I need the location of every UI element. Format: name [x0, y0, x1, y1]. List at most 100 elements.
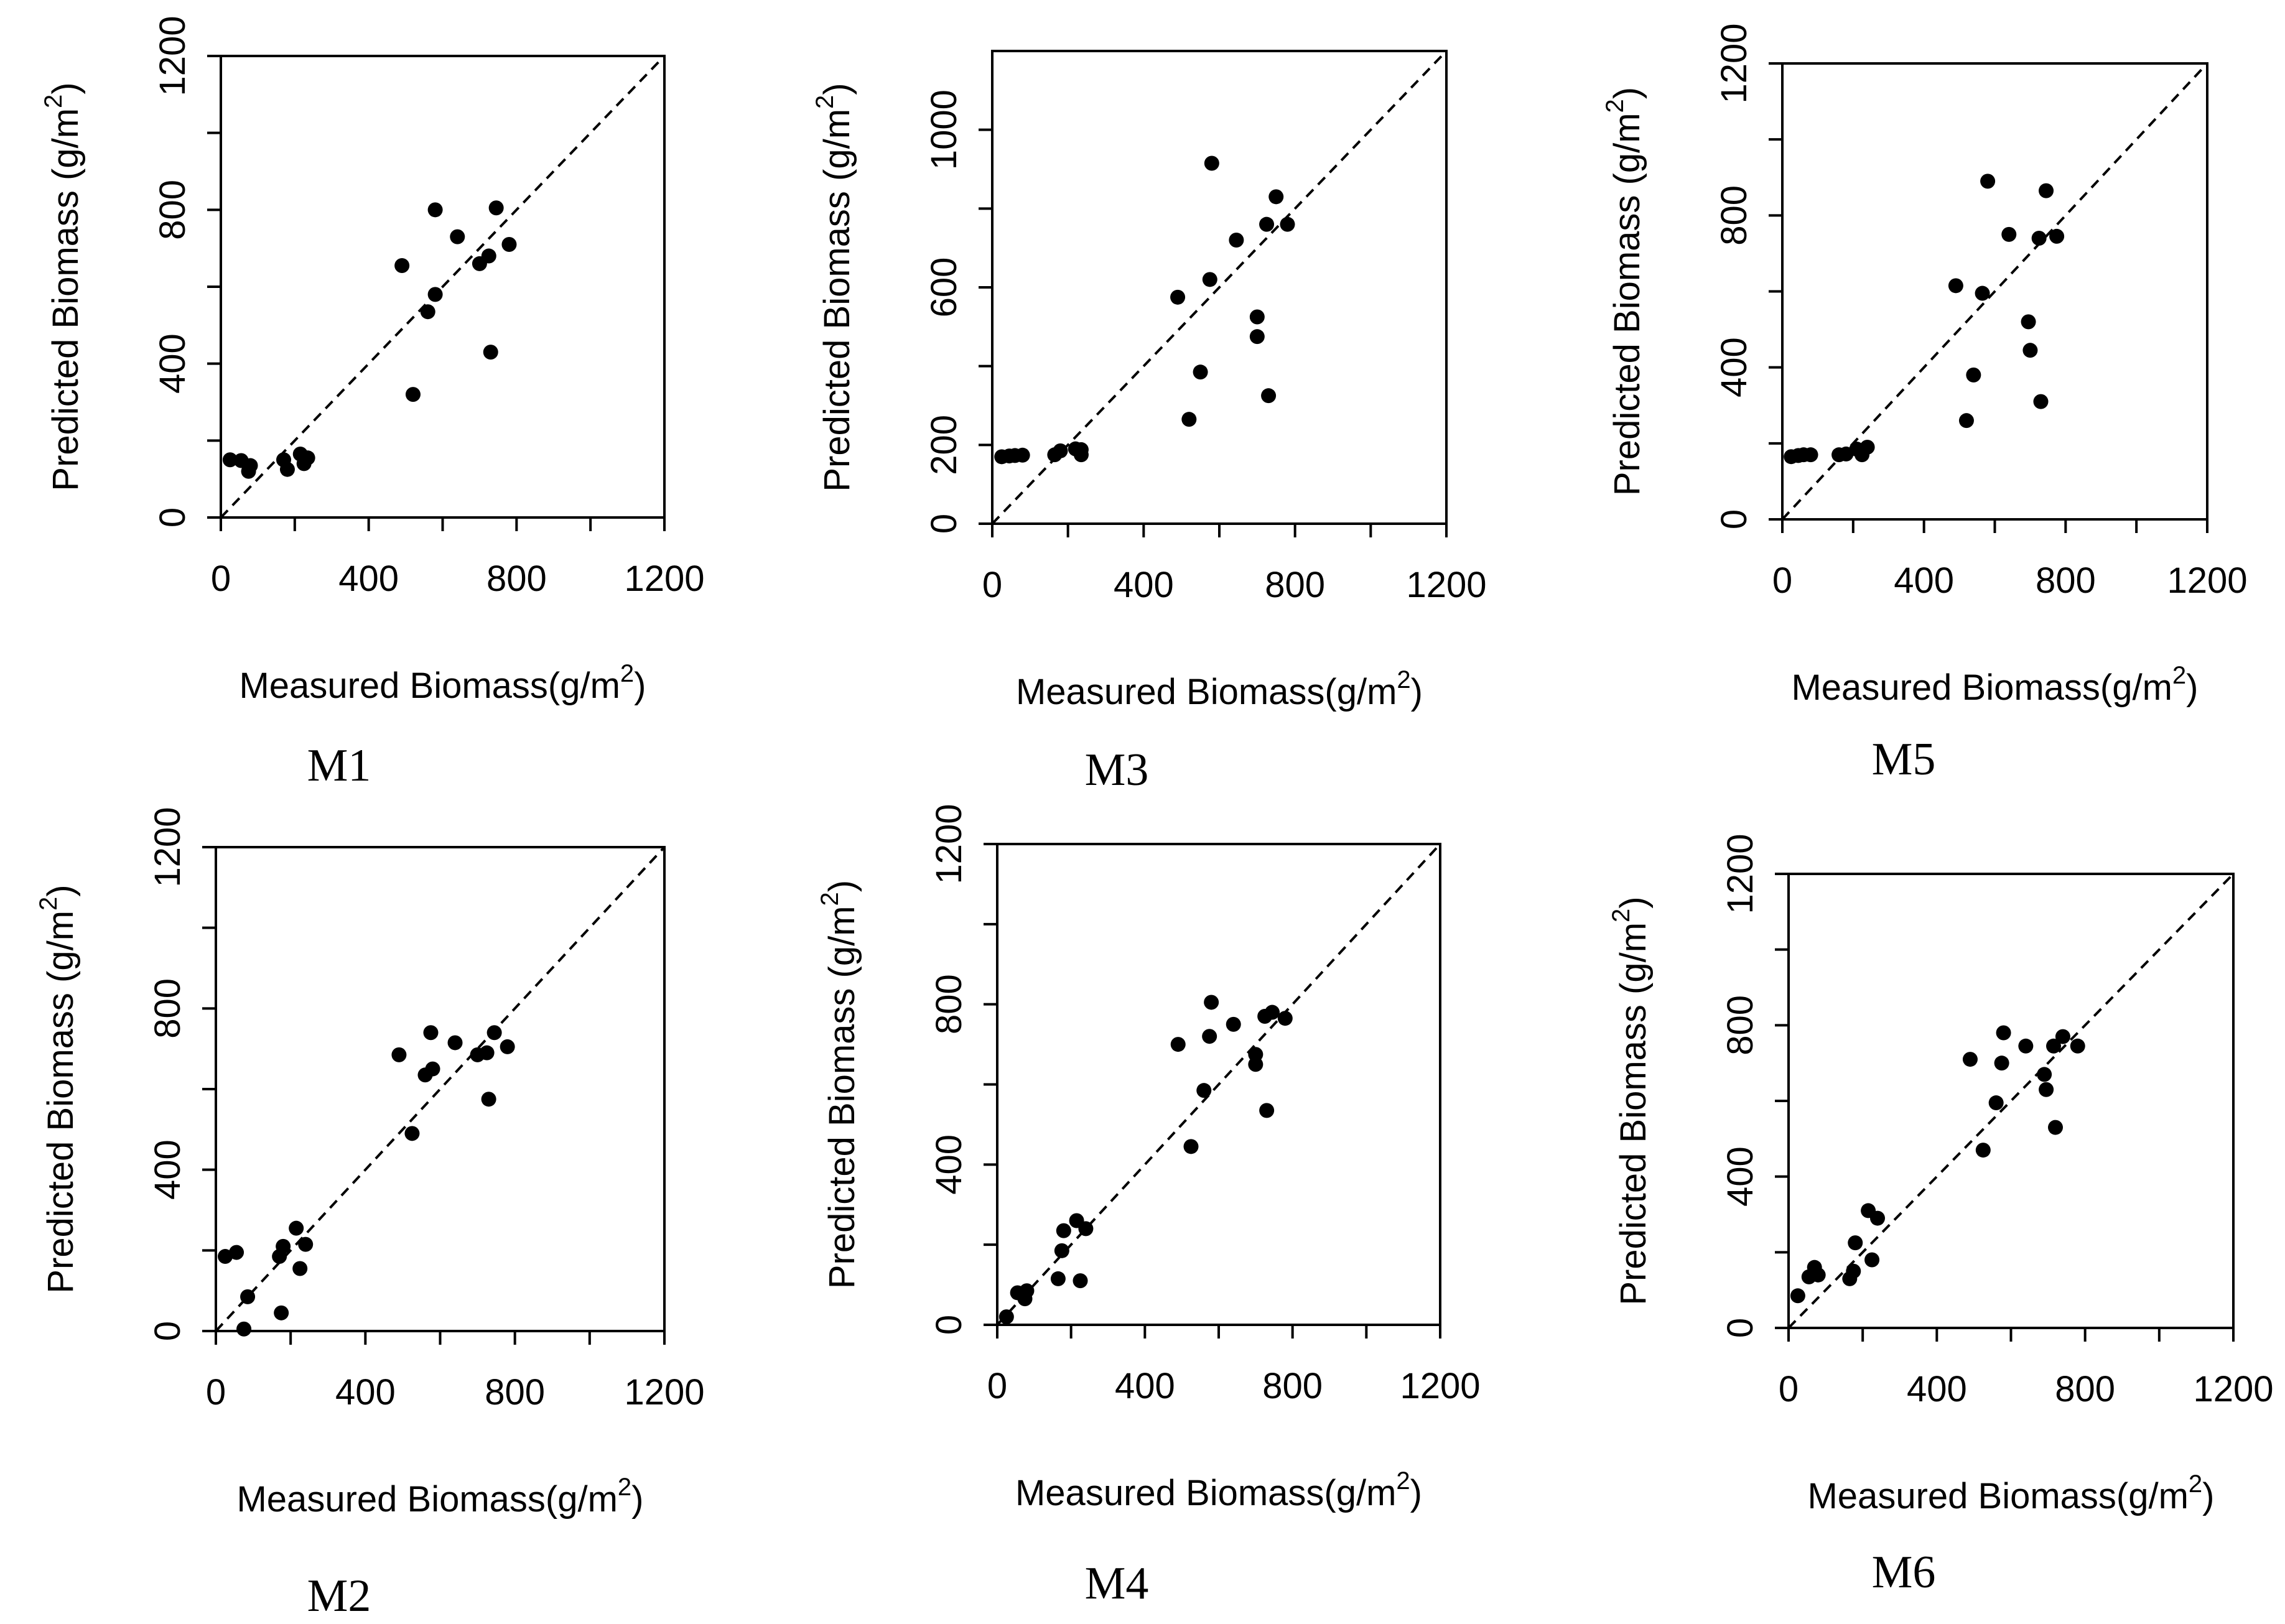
data-point: [404, 1126, 420, 1141]
y-tick-label: 1200: [1714, 23, 1754, 103]
data-point: [2021, 314, 2036, 330]
x-tick-label: 800: [1265, 565, 1325, 605]
data-point: [1073, 442, 1089, 457]
y-tick-label: 800: [1714, 185, 1754, 246]
data-point: [2022, 343, 2038, 358]
x-tick-label: 1200: [1406, 565, 1486, 605]
panel-m3: 0 400 800 1200 0 200 600 1000 Measured Biomass(g…: [811, 50, 1487, 796]
data-point: [2055, 1029, 2070, 1044]
data-point: [292, 1261, 308, 1276]
x-tick-label: 400: [338, 559, 399, 599]
y-tick-label: 0: [1714, 509, 1754, 529]
x-axis-title: Measured Biomass(g/m2): [1016, 666, 1423, 712]
data-point: [274, 1305, 289, 1320]
data-point: [425, 1061, 440, 1077]
data-point: [479, 1045, 495, 1060]
data-point: [2033, 394, 2049, 409]
x-tick-label: 400: [1894, 560, 1954, 601]
x-axis-title: Measured Biomass(g/m2): [1015, 1467, 1422, 1513]
data-point: [300, 450, 315, 466]
x-tick-label: 1200: [2167, 560, 2247, 601]
data-point: [1053, 443, 1068, 458]
panel-label: M2: [307, 1571, 371, 1622]
x-tick-label: 0: [1772, 560, 1792, 601]
data-point: [1054, 1243, 1069, 1258]
x-tick-label: 0: [1779, 1369, 1799, 1409]
y-axis-title: Predicted Biomass (g/m2): [816, 880, 862, 1289]
data-point: [427, 202, 443, 218]
data-point: [447, 1035, 463, 1051]
x-tick-label: 1200: [624, 1372, 704, 1413]
data-point: [1226, 1016, 1241, 1032]
data-point: [450, 229, 465, 244]
data-point: [1996, 1025, 2011, 1041]
x-tick-label: 800: [2055, 1369, 2115, 1409]
x-tick-label: 0: [211, 559, 231, 599]
data-point: [1790, 1288, 1805, 1304]
data-point: [1183, 1139, 1199, 1154]
data-point: [1202, 272, 1217, 287]
data-point: [240, 1289, 256, 1304]
panel-m5: 0 400 800 1200 0 400 800 1200 Measured Biomass(g…: [1601, 23, 2248, 785]
data-point: [276, 1238, 291, 1254]
data-point: [2039, 1082, 2054, 1097]
data-point: [1864, 1252, 1880, 1268]
y-tick-label: 0: [1720, 1318, 1761, 1338]
panel-label: M5: [1872, 734, 1936, 785]
x-tick-label: 1200: [2193, 1369, 2273, 1409]
y-tick-label: 400: [1714, 337, 1754, 397]
data-point: [1019, 1283, 1035, 1299]
y-axis-title: Predicted Biomass (g/m2): [40, 82, 86, 491]
data-point: [1261, 388, 1277, 404]
data-point: [2001, 226, 2017, 242]
y-tick-label: 1200: [1720, 833, 1761, 914]
panel-m6: 0 400 800 1200 0 400 800 1200 Measured Biomass(g…: [1608, 833, 2274, 1598]
data-point: [501, 236, 517, 252]
x-tick-label: 400: [335, 1372, 396, 1413]
data-point: [420, 304, 435, 320]
data-point: [405, 387, 421, 402]
x-axis-title: Measured Biomass(g/m2): [239, 660, 646, 706]
panel-label: M6: [1872, 1547, 1936, 1598]
y-tick-label: 800: [929, 974, 969, 1034]
data-point: [1196, 1083, 1212, 1098]
data-point: [1248, 1057, 1263, 1072]
data-point: [1975, 285, 1990, 301]
x-tick-label: 1200: [624, 559, 704, 599]
data-point: [243, 458, 258, 473]
data-point: [2070, 1038, 2085, 1054]
data-point: [481, 248, 496, 264]
y-tick-label: 800: [1720, 995, 1761, 1056]
x-axis-title: Measured Biomass(g/m2): [236, 1473, 643, 1520]
x-tick-label: 1200: [1400, 1366, 1480, 1406]
x-tick-label: 800: [1262, 1366, 1323, 1406]
data-point: [1810, 1267, 1826, 1283]
y-tick-label: 400: [147, 1139, 188, 1200]
data-point: [1859, 439, 1875, 455]
data-point: [488, 200, 504, 216]
data-point: [1078, 1221, 1094, 1237]
data-point: [279, 462, 295, 477]
data-point: [2037, 1067, 2052, 1082]
reference-line-1to1: [991, 50, 1448, 525]
data-point: [423, 1025, 439, 1041]
data-point: [289, 1220, 304, 1236]
data-point: [391, 1047, 407, 1062]
y-tick-label: 200: [924, 415, 964, 475]
data-point: [998, 1309, 1014, 1325]
data-point: [1268, 189, 1284, 205]
data-point: [1249, 309, 1265, 325]
data-point: [1170, 1037, 1186, 1052]
data-point: [1249, 329, 1265, 345]
data-point: [481, 1092, 496, 1107]
data-point: [1259, 216, 1275, 232]
data-point: [1056, 1223, 1071, 1238]
data-point: [2049, 228, 2065, 244]
data-point: [1204, 995, 1219, 1010]
reference-line-1to1: [1787, 873, 2235, 1329]
panel-m4: 0 400 800 1200 0 400 800 1200 Measured Biomass(g…: [816, 804, 1481, 1609]
y-axis-title: Predicted Biomass (g/m2): [1601, 87, 1647, 496]
data-point: [1204, 155, 1219, 171]
x-tick-label: 0: [206, 1372, 226, 1413]
x-tick-label: 400: [1115, 1366, 1175, 1406]
